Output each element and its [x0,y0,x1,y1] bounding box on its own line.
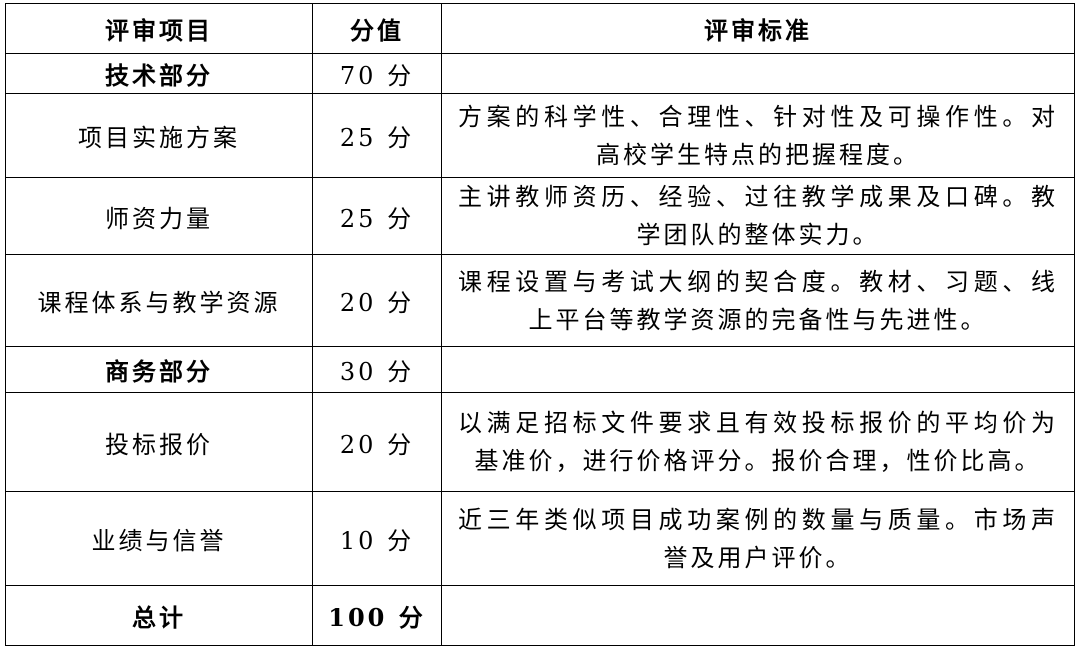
row-item: 业绩与信誉 [5,491,313,586]
row-item: 投标报价 [5,392,313,492]
row-score: 30 分 [312,346,442,393]
total-row: 总计 100 分 [5,585,1075,646]
header-criteria: 评审标准 [441,3,1075,54]
criteria-line: 学团队的整体实力。 [636,221,880,249]
table-row: 课程体系与教学资源 20 分课程设置与考试大纲的契合度。教材、习题、线 上平台等教学… [5,254,1075,347]
row-item: 师资力量 [5,177,313,255]
row-score: 20 分 [312,254,442,347]
row-score: 10 分 [312,491,442,586]
criteria-line: 近三年类似项目成功案例的数量与质量。市场声 [458,505,1058,534]
row-criteria: 课程设置与考试大纲的契合度。教材、习题、线 上平台等教学资源的完备性与先进性。 [441,254,1075,347]
criteria-line: 以满足招标文件要求且有效投标报价的平均价为 [458,409,1058,437]
header-score: 分值 [312,3,442,54]
row-criteria [441,53,1075,94]
criteria-line: 上平台等教学资源的完备性与先进性。 [528,305,988,334]
row-criteria: 近三年类似项目成功案例的数量与质量。市场声 誉及用户评价。 [441,491,1075,586]
row-criteria: 以满足招标文件要求且有效投标报价的平均价为 基准价，进行价格评分。报价合理，性价比… [441,392,1075,492]
criteria-line: 誉及用户评价。 [663,543,853,572]
table-row: 商务部分 30 分 [5,346,1075,393]
criteria-line: 课程设置与考试大纲的契合度。教材、习题、线 [458,267,1058,296]
table-row: 项目实施方案 25 分方案的科学性、合理性、针对性及可操作性。对 高校学生特点的把握… [5,93,1075,178]
total-label: 总计 [5,585,313,646]
criteria-line: 高校学生特点的把握程度。 [596,140,920,169]
row-criteria: 方案的科学性、合理性、针对性及可操作性。对 高校学生特点的把握程度。 [441,93,1075,178]
criteria-line: 方案的科学性、合理性、针对性及可操作性。对 [458,102,1058,131]
row-score: 25 分 [312,93,442,178]
scoring-table: 评审项目 分值 评审标准 技术部分 70 分项目实施方案 25 分方案的科学性、合理… [5,3,1075,646]
criteria-line: 基准价，进行价格评分。报价合理，性价比高。 [474,447,1042,475]
table-row: 业绩与信誉 10 分近三年类似项目成功案例的数量与质量。市场声 誉及用户评价。 [5,491,1075,586]
row-score: 25 分 [312,177,442,255]
total-criteria [441,585,1075,646]
table-row: 师资力量 25 分主讲教师资历、经验、过往教学成果及口碑。教 学团队的整体实力。 [5,177,1075,255]
row-criteria [441,346,1075,393]
table-row: 投标报价 20 分以满足招标文件要求且有效投标报价的平均价为 基准价，进行价格评分。… [5,392,1075,492]
row-item: 项目实施方案 [5,93,313,178]
row-item: 商务部分 [5,346,313,393]
row-score: 70 分 [312,53,442,94]
row-item: 课程体系与教学资源 [5,254,313,347]
header-item: 评审项目 [5,3,313,54]
table-row: 技术部分 70 分 [5,53,1075,94]
header-row: 评审项目 分值 评审标准 [5,3,1075,54]
row-score: 20 分 [312,392,442,492]
total-score: 100 分 [312,585,442,646]
row-criteria: 主讲教师资历、经验、过往教学成果及口碑。教 学团队的整体实力。 [441,177,1075,255]
criteria-line: 主讲教师资历、经验、过往教学成果及口碑。教 [458,183,1058,211]
row-item: 技术部分 [5,53,313,94]
